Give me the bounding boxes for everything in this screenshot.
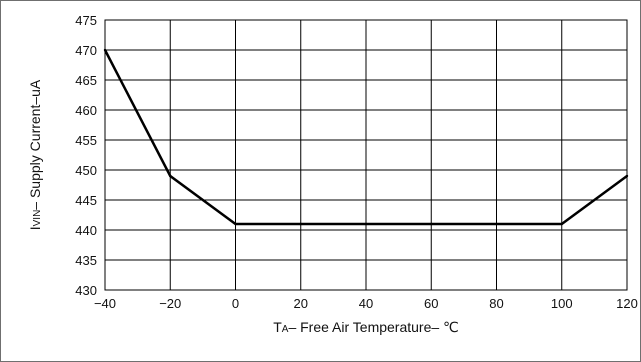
y-axis-ticks: 430 435 440 445 450 455 460 465 470 475: [75, 13, 97, 298]
x-tick-label: −40: [94, 296, 116, 311]
y-tick-label: 435: [75, 253, 97, 268]
data-point: [104, 49, 106, 51]
x-tick-label: 120: [616, 296, 638, 311]
y-tick-label: 445: [75, 193, 97, 208]
y-tick-label: 470: [75, 43, 97, 58]
data-point: [234, 223, 236, 225]
y-tick-label: 460: [75, 103, 97, 118]
y-axis-label: IVIN– Supply Current–uA: [27, 79, 43, 230]
y-tick-label: 465: [75, 73, 97, 88]
y-tick-label: 440: [75, 223, 97, 238]
x-tick-label: 40: [359, 296, 373, 311]
y-axis-label-subscript: VIN: [32, 210, 43, 227]
y-tick-label: 430: [75, 283, 97, 298]
data-point: [561, 223, 563, 225]
x-tick-label: 20: [294, 296, 308, 311]
x-axis-label-rest: – Free Air Temperature– ℃: [288, 319, 458, 335]
y-tick-label: 455: [75, 133, 97, 148]
data-point: [626, 175, 628, 177]
x-tick-label: −20: [159, 296, 181, 311]
y-tick-label: 475: [75, 13, 97, 28]
data-point: [300, 223, 302, 225]
x-axis-label: TA– Free Air Temperature– ℃: [273, 319, 459, 335]
data-point: [169, 175, 171, 177]
y-tick-label: 450: [75, 163, 97, 178]
grid-lines: [105, 20, 627, 290]
x-tick-label: 100: [551, 296, 573, 311]
x-tick-label: 0: [232, 296, 239, 311]
data-point: [365, 223, 367, 225]
data-point: [430, 223, 432, 225]
y-axis-label-rest: – Supply Current–uA: [27, 79, 43, 210]
x-axis-ticks: −40 −20 0 20 40 60 80 100 120: [94, 296, 638, 311]
data-point: [495, 223, 497, 225]
x-tick-label: 80: [489, 296, 503, 311]
x-tick-label: 60: [424, 296, 438, 311]
